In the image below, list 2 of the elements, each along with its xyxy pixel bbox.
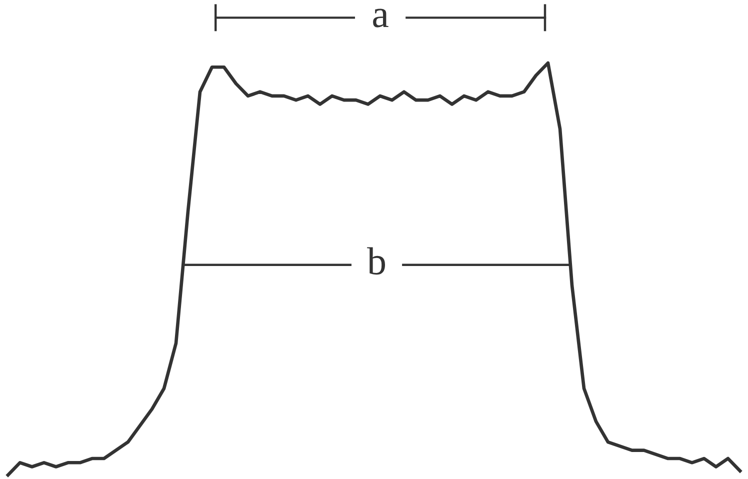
annotation: b (367, 247, 386, 275)
text: a (373, 8, 388, 28)
